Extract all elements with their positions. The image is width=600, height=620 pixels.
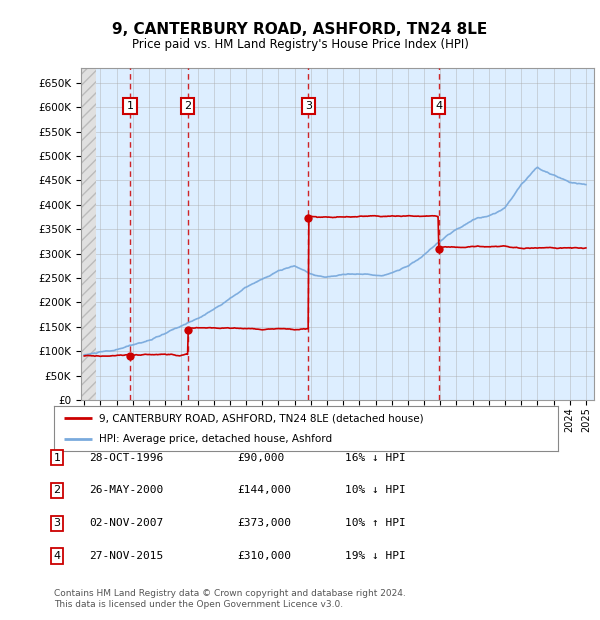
Text: HPI: Average price, detached house, Ashford: HPI: Average price, detached house, Ashf… xyxy=(100,434,332,444)
Text: 02-NOV-2007: 02-NOV-2007 xyxy=(89,518,163,528)
Text: 19% ↓ HPI: 19% ↓ HPI xyxy=(345,551,406,561)
Text: Contains HM Land Registry data © Crown copyright and database right 2024.
This d: Contains HM Land Registry data © Crown c… xyxy=(54,590,406,609)
Text: 9, CANTERBURY ROAD, ASHFORD, TN24 8LE: 9, CANTERBURY ROAD, ASHFORD, TN24 8LE xyxy=(112,22,488,37)
Text: 2: 2 xyxy=(184,101,191,112)
Text: 16% ↓ HPI: 16% ↓ HPI xyxy=(345,453,406,463)
Text: 10% ↑ HPI: 10% ↑ HPI xyxy=(345,518,406,528)
Text: £310,000: £310,000 xyxy=(237,551,291,561)
Text: Price paid vs. HM Land Registry's House Price Index (HPI): Price paid vs. HM Land Registry's House … xyxy=(131,38,469,51)
Text: 1: 1 xyxy=(127,101,134,112)
Text: 4: 4 xyxy=(435,101,442,112)
Text: 9, CANTERBURY ROAD, ASHFORD, TN24 8LE (detached house): 9, CANTERBURY ROAD, ASHFORD, TN24 8LE (d… xyxy=(100,414,424,423)
Text: £373,000: £373,000 xyxy=(237,518,291,528)
Text: £90,000: £90,000 xyxy=(237,453,284,463)
Text: 4: 4 xyxy=(53,551,61,561)
Bar xyxy=(81,68,97,400)
Text: 2: 2 xyxy=(53,485,61,495)
Text: 27-NOV-2015: 27-NOV-2015 xyxy=(89,551,163,561)
Text: 3: 3 xyxy=(53,518,61,528)
Text: 28-OCT-1996: 28-OCT-1996 xyxy=(89,453,163,463)
Text: 26-MAY-2000: 26-MAY-2000 xyxy=(89,485,163,495)
Text: 1: 1 xyxy=(53,453,61,463)
Text: £144,000: £144,000 xyxy=(237,485,291,495)
Text: 10% ↓ HPI: 10% ↓ HPI xyxy=(345,485,406,495)
Text: 3: 3 xyxy=(305,101,312,112)
